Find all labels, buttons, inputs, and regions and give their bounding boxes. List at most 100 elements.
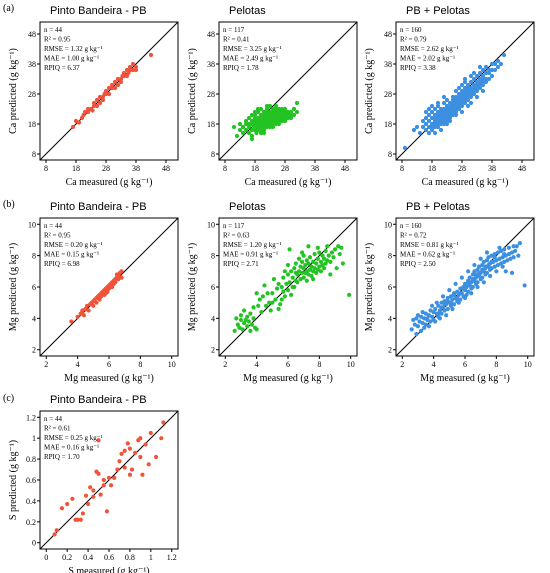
data-point <box>307 267 313 272</box>
data-point <box>441 109 447 115</box>
stat-line: RMSE = 0.81 g kg⁻¹ <box>400 241 459 249</box>
data-point <box>270 300 275 305</box>
panel-title: Pinto Bandeira - PB <box>50 5 147 17</box>
data-point <box>444 313 449 318</box>
data-point <box>153 454 159 460</box>
data-point <box>264 124 270 130</box>
data-point <box>290 284 295 290</box>
data-point <box>450 97 456 103</box>
data-point <box>96 438 101 443</box>
data-point <box>462 295 468 301</box>
data-point <box>420 320 425 326</box>
data-point <box>466 269 471 274</box>
scatter-panel-7: Pinto Bandeira - PB 00 0.2 0.2 0.4 0.4 0.6 0.6 0… <box>8 394 179 573</box>
data-point <box>435 112 441 118</box>
data-point <box>486 255 491 260</box>
data-point <box>441 112 447 118</box>
y-tick-label: 4 <box>211 314 215 323</box>
y-tick-label: 28 <box>207 90 215 99</box>
data-point <box>264 106 270 112</box>
data-point <box>441 121 447 127</box>
data-point <box>423 115 429 121</box>
data-point <box>465 91 471 97</box>
data-point <box>258 130 264 136</box>
data-point <box>447 118 453 124</box>
data-point <box>438 127 444 133</box>
data-point <box>441 106 447 112</box>
data-point <box>417 130 423 136</box>
data-point <box>458 286 463 291</box>
data-point <box>435 100 441 106</box>
data-point <box>495 262 501 268</box>
data-point <box>119 451 124 456</box>
data-point <box>414 124 420 130</box>
scatter-panel-5: Pelotas 22 4 4 6 6 8 8 10 10 Mg measured (g kg⁻¹) M… <box>187 201 358 384</box>
data-point <box>471 91 477 97</box>
data-point <box>483 76 489 82</box>
data-point <box>115 467 120 472</box>
data-point <box>471 88 477 94</box>
data-point <box>125 441 130 446</box>
data-point <box>459 88 465 94</box>
data-point <box>456 106 462 112</box>
data-point <box>435 124 441 130</box>
stat-line: MAE = 1.00 g kg⁻¹ <box>44 55 99 63</box>
data-point <box>468 85 474 91</box>
data-point <box>101 477 106 483</box>
data-point <box>474 88 480 94</box>
data-point <box>442 302 447 307</box>
data-point <box>127 472 133 477</box>
data-point <box>522 283 527 288</box>
data-point <box>441 118 447 124</box>
x-tick-label: 4 <box>432 360 436 369</box>
x-tick-label: 6 <box>463 360 467 369</box>
data-point <box>75 517 80 522</box>
data-point <box>289 292 294 297</box>
data-point <box>298 277 303 282</box>
data-point <box>294 100 300 106</box>
data-point <box>285 115 291 121</box>
data-point <box>258 118 264 124</box>
data-point <box>234 316 239 321</box>
data-point <box>489 73 495 79</box>
stat-line: n = 44 <box>44 415 62 423</box>
data-point <box>270 291 275 296</box>
data-point <box>494 269 499 274</box>
data-point <box>273 297 278 302</box>
data-point <box>282 118 288 124</box>
data-point <box>285 262 291 268</box>
data-point <box>459 100 465 106</box>
data-point <box>477 264 482 269</box>
data-point <box>317 250 322 255</box>
data-point <box>453 100 459 106</box>
data-point <box>473 275 479 280</box>
data-point <box>295 272 300 277</box>
data-point <box>312 266 317 271</box>
data-point <box>267 109 273 115</box>
data-point <box>435 115 441 121</box>
data-point <box>285 109 291 115</box>
data-point <box>293 278 298 283</box>
data-point <box>138 454 143 460</box>
data-point <box>437 316 443 321</box>
data-point <box>417 319 422 324</box>
data-point <box>426 313 432 318</box>
stat-line: RPIQ = 6.37 <box>44 64 80 72</box>
data-point <box>464 284 469 290</box>
stat-line: RMSE = 2.62 g kg⁻¹ <box>400 45 459 53</box>
data-point <box>258 106 264 112</box>
x-tick-label: 10 <box>347 360 355 369</box>
data-point <box>433 306 438 312</box>
stat-line: RPIQ = 1.78 <box>223 64 259 72</box>
data-point <box>108 483 114 488</box>
data-point <box>261 127 267 133</box>
data-point <box>450 106 456 112</box>
stat-line: R² = 0.41 <box>223 36 250 44</box>
data-point <box>447 288 452 293</box>
data-point <box>310 259 316 265</box>
data-point <box>321 256 327 261</box>
data-point <box>254 291 259 296</box>
data-point <box>267 115 273 121</box>
data-point <box>411 127 417 133</box>
data-point <box>270 118 276 124</box>
